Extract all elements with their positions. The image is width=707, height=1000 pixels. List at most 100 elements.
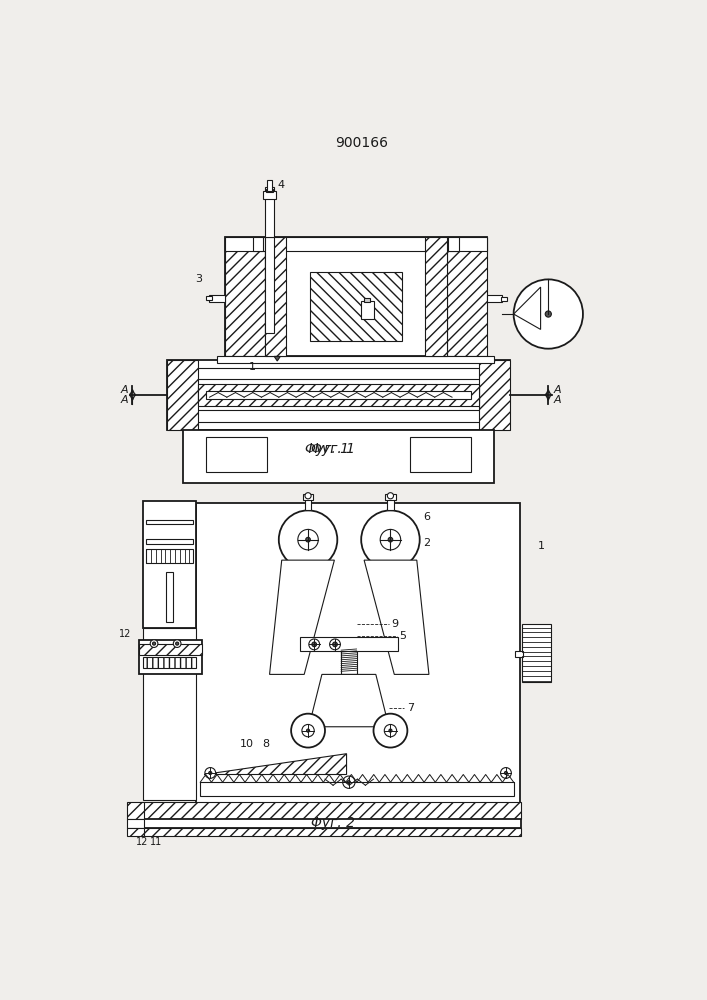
Circle shape — [209, 771, 212, 774]
Bar — [217, 356, 494, 363]
Bar — [341, 651, 356, 674]
Bar — [143, 628, 197, 800]
Bar — [146, 539, 193, 544]
Bar — [225, 237, 265, 356]
Circle shape — [388, 537, 393, 542]
Bar — [141, 828, 521, 836]
Bar — [447, 237, 486, 356]
Bar — [209, 295, 225, 302]
Circle shape — [504, 771, 508, 774]
Bar — [262, 191, 276, 199]
Text: A: A — [120, 395, 128, 405]
Bar — [139, 640, 201, 674]
Circle shape — [205, 768, 216, 778]
Circle shape — [333, 642, 337, 647]
Text: 8: 8 — [262, 739, 269, 749]
Circle shape — [514, 279, 583, 349]
Circle shape — [329, 639, 340, 650]
Circle shape — [312, 642, 317, 647]
Text: 5: 5 — [399, 631, 406, 641]
Bar — [479, 360, 510, 430]
Bar — [486, 295, 502, 302]
Bar — [198, 387, 479, 403]
Text: 900166: 900166 — [335, 136, 388, 150]
Text: A: A — [554, 395, 561, 405]
Text: 11: 11 — [149, 837, 162, 847]
Text: 3: 3 — [195, 274, 201, 284]
Circle shape — [291, 714, 325, 748]
Text: 2: 2 — [423, 538, 431, 548]
Bar — [198, 384, 479, 406]
Text: Φуг. 2: Φуг. 2 — [310, 816, 355, 830]
Circle shape — [380, 529, 401, 550]
Circle shape — [347, 781, 351, 784]
Bar — [515, 651, 523, 657]
Bar — [141, 802, 521, 819]
Circle shape — [305, 493, 311, 499]
Bar — [167, 360, 198, 430]
Polygon shape — [309, 674, 389, 727]
Circle shape — [361, 510, 420, 569]
Bar — [310, 272, 402, 341]
Bar — [364, 298, 370, 302]
Bar — [501, 297, 507, 301]
Bar — [361, 301, 373, 319]
Text: Φуг. 1: Φуг. 1 — [305, 442, 349, 456]
Bar — [175, 368, 502, 379]
Bar — [225, 237, 486, 251]
Bar — [206, 296, 212, 300]
Circle shape — [302, 724, 314, 737]
Bar — [139, 644, 201, 655]
Bar — [265, 237, 286, 356]
Text: 7: 7 — [407, 703, 414, 713]
Circle shape — [309, 639, 320, 650]
Bar — [303, 494, 313, 500]
Circle shape — [298, 529, 318, 550]
Bar — [425, 237, 447, 356]
Circle shape — [279, 510, 337, 569]
Circle shape — [373, 714, 407, 748]
Bar — [146, 520, 193, 524]
Bar — [182, 430, 494, 483]
Bar — [166, 572, 173, 622]
Bar — [448, 237, 459, 251]
Bar — [143, 657, 197, 668]
Text: 10: 10 — [240, 739, 253, 749]
Polygon shape — [364, 560, 429, 674]
Bar — [409, 437, 472, 472]
Circle shape — [545, 311, 551, 317]
Circle shape — [175, 642, 179, 645]
Bar — [141, 819, 521, 828]
Bar — [266, 189, 274, 192]
Bar — [267, 180, 272, 191]
Bar — [252, 237, 264, 251]
Bar — [387, 495, 394, 510]
Circle shape — [150, 640, 158, 647]
Circle shape — [153, 642, 156, 645]
Text: 12: 12 — [119, 629, 131, 639]
Bar — [300, 637, 398, 651]
Text: 12: 12 — [136, 837, 148, 847]
Bar — [206, 437, 267, 472]
Circle shape — [343, 776, 355, 788]
Bar — [522, 624, 551, 682]
Circle shape — [389, 729, 392, 732]
Bar — [146, 549, 193, 563]
Text: 4: 4 — [278, 180, 285, 190]
Bar — [206, 391, 472, 399]
Bar — [265, 187, 274, 237]
Text: 9: 9 — [391, 619, 398, 629]
Text: A: A — [554, 385, 561, 395]
Bar — [127, 802, 144, 819]
Circle shape — [501, 768, 511, 778]
Circle shape — [385, 724, 397, 737]
Polygon shape — [269, 560, 334, 674]
Polygon shape — [274, 356, 281, 361]
Bar — [143, 501, 197, 628]
Circle shape — [387, 493, 394, 499]
Bar — [167, 360, 510, 430]
Text: 1: 1 — [538, 541, 545, 551]
Bar — [200, 782, 514, 796]
Bar — [127, 819, 144, 828]
Circle shape — [305, 537, 310, 542]
